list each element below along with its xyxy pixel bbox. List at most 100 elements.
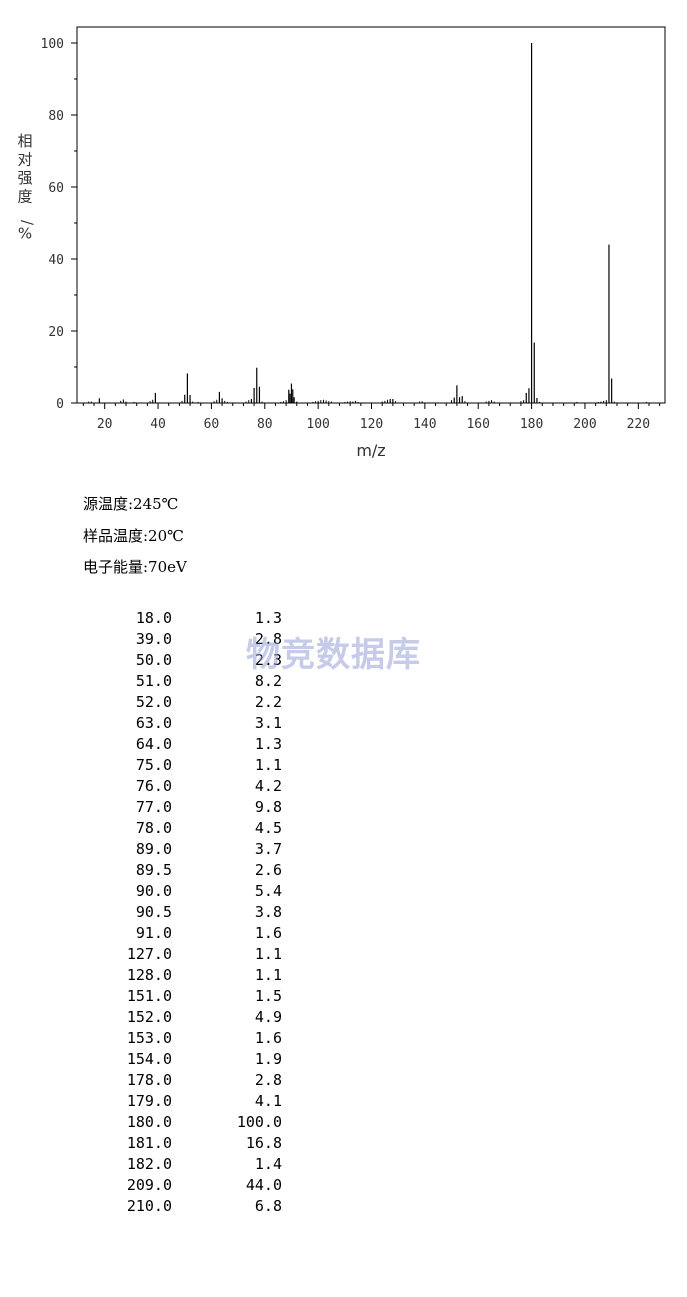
peak-mz-value: 50.0 (135, 651, 172, 669)
y-tick-label: 0 (56, 397, 64, 412)
peak-intensity-value: 9.8 (254, 798, 282, 816)
peak-row: 152.0 4.9 (100, 1007, 282, 1028)
x-tick-label: 20 (97, 417, 113, 432)
watermark-text: 物竞数据库 (246, 635, 421, 675)
x-tick-label: 40 (150, 417, 166, 432)
peak-mz-value: 151.0 (126, 987, 172, 1005)
peak-row: 90.0 5.4 (100, 881, 282, 902)
peak-row: 76.0 4.2 (100, 776, 282, 797)
peak-mz-value: 152.0 (126, 1008, 172, 1026)
sample-temperature: 样品温度:20℃ (83, 526, 184, 545)
peak-mz-value: 127.0 (126, 945, 172, 963)
peak-row: 51.0 8.2 (100, 671, 282, 692)
y-axis-title-char: 强 (17, 169, 32, 187)
y-axis-title: 相对强度 /% (17, 132, 36, 243)
mass-spectrum-chart: 20 40 60 80 100 120 140 160 180 200 220 0 20 40 60 80 1… (17, 26, 666, 460)
peak-mz-value: 78.0 (135, 819, 172, 837)
peak-mz-value: 210.0 (126, 1197, 172, 1215)
y-tick-label: 20 (48, 325, 64, 340)
peak-list-table: 18.0 1.3 39.0 2.8 50.0 2.3 51.0 8.2 52.0 2.2 63.0 3… (100, 608, 282, 1217)
peak-mz-value: 64.0 (135, 735, 172, 753)
peak-row: 50.0 2.3 (100, 650, 282, 671)
peaks (98, 43, 613, 403)
y-axis-title-char: 相 (17, 132, 32, 150)
peak-mz-value: 209.0 (126, 1176, 172, 1194)
peak-intensity-value: 1.3 (254, 735, 282, 753)
y-axis: 0 20 40 60 80 100 (41, 37, 77, 412)
peak-mz-value: 89.0 (135, 840, 172, 858)
peak-intensity-value: 4.9 (254, 1008, 282, 1026)
x-tick-label: 100 (306, 417, 329, 432)
peak-row: 151.0 1.5 (100, 986, 282, 1007)
peak-mz-value: 76.0 (135, 777, 172, 795)
plot-frame (76, 26, 666, 404)
y-axis-title-char: / (18, 220, 36, 226)
peak-row: 75.0 1.1 (100, 755, 282, 776)
y-axis-title-char: 对 (17, 151, 32, 169)
peak-mz-value: 179.0 (126, 1092, 172, 1110)
peak-mz-value: 89.5 (135, 861, 172, 879)
peak-intensity-value: 1.1 (254, 966, 282, 984)
x-tick-label: 180 (520, 417, 543, 432)
peak-intensity-value: 16.8 (245, 1134, 282, 1152)
peak-mz-value: 128.0 (126, 966, 172, 984)
peak-mz-value: 51.0 (135, 672, 172, 690)
peak-row: 52.0 2.2 (100, 692, 282, 713)
source-temperature: 源温度:245℃ (83, 495, 179, 513)
peak-intensity-value: 1.4 (254, 1155, 282, 1173)
peak-intensity-value: 100.0 (236, 1113, 282, 1131)
x-axis-title: m/z (356, 441, 385, 460)
y-axis-title-char: 度 (17, 188, 32, 206)
y-tick-label: 100 (41, 37, 64, 52)
peak-intensity-value: 2.6 (254, 861, 282, 879)
peak-intensity-value: 1.5 (254, 987, 282, 1005)
peak-intensity-value: 2.8 (254, 1071, 282, 1089)
electron-energy: 电子能量:70eV (83, 558, 187, 576)
peak-mz-value: 182.0 (126, 1155, 172, 1173)
minor-peaks (88, 399, 647, 403)
peak-row: 154.0 1.9 (100, 1049, 282, 1070)
peak-mz-value: 39.0 (135, 630, 172, 648)
peak-intensity-value: 1.6 (254, 924, 282, 942)
peak-row: 180.0 100.0 (100, 1112, 282, 1133)
peak-intensity-value: 44.0 (245, 1176, 282, 1194)
x-tick-label: 80 (257, 417, 273, 432)
peak-mz-value: 181.0 (126, 1134, 172, 1152)
peak-intensity-value: 3.8 (254, 903, 282, 921)
peak-row: 64.0 1.3 (100, 734, 282, 755)
peak-mz-value: 75.0 (135, 756, 172, 774)
peak-row: 128.0 1.1 (100, 965, 282, 986)
peak-mz-value: 180.0 (126, 1113, 172, 1131)
peak-row: 91.0 1.6 (100, 923, 282, 944)
peak-mz-value: 90.0 (135, 882, 172, 900)
peak-mz-value: 178.0 (126, 1071, 172, 1089)
peak-intensity-value: 1.1 (254, 945, 282, 963)
peak-row: 181.0 16.8 (100, 1133, 282, 1154)
x-tick-label: 120 (360, 417, 383, 432)
peak-intensity-value: 4.1 (254, 1092, 282, 1110)
x-tick-label: 140 (413, 417, 436, 432)
peak-row: 178.0 2.8 (100, 1070, 282, 1091)
peak-row: 89.0 3.7 (100, 839, 282, 860)
peak-row: 63.0 3.1 (100, 713, 282, 734)
peak-mz-value: 52.0 (135, 693, 172, 711)
peak-intensity-value: 8.2 (254, 672, 282, 690)
peak-intensity-value: 3.1 (254, 714, 282, 732)
peak-row: 89.5 2.6 (100, 860, 282, 881)
peak-intensity-value: 4.5 (254, 819, 282, 837)
peak-intensity-value: 1.6 (254, 1029, 282, 1047)
peak-mz-value: 63.0 (135, 714, 172, 732)
peak-row: 127.0 1.1 (100, 944, 282, 965)
peak-row: 39.0 2.8 (100, 629, 282, 650)
x-tick-label: 200 (573, 417, 596, 432)
peak-mz-value: 18.0 (135, 609, 172, 627)
peak-intensity-value: 3.7 (254, 840, 282, 858)
peak-intensity-value: 2.8 (254, 630, 282, 648)
y-axis-title-char: % (18, 225, 32, 243)
peak-intensity-value: 1.9 (254, 1050, 282, 1068)
x-tick-label: 220 (627, 417, 650, 432)
peak-mz-value: 153.0 (126, 1029, 172, 1047)
x-tick-label: 60 (204, 417, 220, 432)
peak-row: 18.0 1.3 (100, 608, 282, 629)
peak-row: 78.0 4.5 (100, 818, 282, 839)
